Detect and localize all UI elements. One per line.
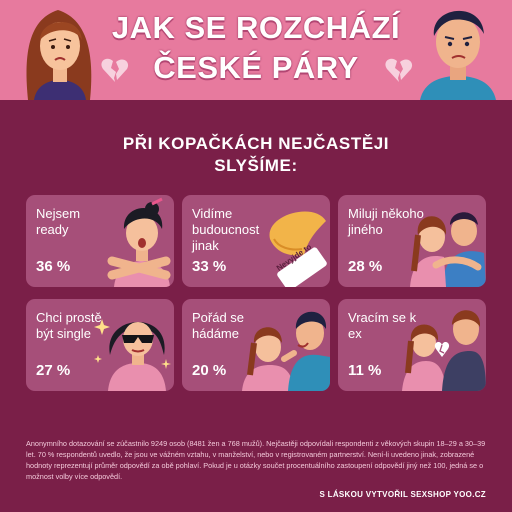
broken-heart-icon xyxy=(385,58,413,82)
arguing-couple-illustration xyxy=(242,311,330,391)
couple-back-to-ex-illustration xyxy=(402,310,486,391)
reason-percent: 27 % xyxy=(36,362,71,379)
reason-label: Miluji někoho jiného xyxy=(348,206,424,237)
reason-percent: 36 % xyxy=(36,258,71,275)
reason-label: Nejsem ready xyxy=(36,206,81,237)
heading-line-2: SLYŠÍME: xyxy=(214,156,298,175)
methodology-footnote: Anonymního dotazování se zúčastnilo 9249… xyxy=(26,439,486,481)
reason-card-love-someone-else: Miluji někoho jiného 28 % xyxy=(338,195,486,287)
reason-card-want-single: Chci prostě být single 27 % xyxy=(26,299,174,391)
section-heading: PŘI KOPAČKÁCH NEJČASTĚJI SLYŠÍME: xyxy=(60,133,452,177)
heading-line-1: PŘI KOPAČKÁCH NEJČASTĚJI xyxy=(122,134,390,153)
reason-label: Chci prostě být single xyxy=(36,310,102,341)
sad-man-illustration xyxy=(420,10,496,100)
broken-heart-icon xyxy=(101,58,129,82)
reason-percent: 28 % xyxy=(348,258,383,275)
title-line-1: JAK SE ROZCHÁZÍ xyxy=(111,10,401,45)
reason-card-keep-arguing: Pořád se hádáme 20 % xyxy=(182,299,330,391)
reason-card-not-ready: Nejsem ready 36 % xyxy=(26,195,174,287)
reason-percent: 20 % xyxy=(192,362,227,379)
woman-crossed-arms-illustration xyxy=(107,197,171,287)
page-title: JAK SE ROZCHÁZÍ ČESKÉ PÁRY xyxy=(100,8,412,88)
couple-hugging-illustration xyxy=(410,212,486,287)
reason-label: Vidíme budoucnost jinak xyxy=(192,206,260,253)
reason-label: Vracím se k ex xyxy=(348,310,417,341)
reason-percent: 11 % xyxy=(348,362,382,379)
reason-label: Pořád se hádáme xyxy=(192,310,245,341)
credit-line: S LÁSKOU VYTVOŘIL SEXSHOP YOO.CZ xyxy=(319,490,486,499)
title-line-2: ČESKÉ PÁRY xyxy=(153,50,359,85)
header-banner: JAK SE ROZCHÁZÍ ČESKÉ PÁRY xyxy=(0,0,512,100)
reason-card-different-future: Nevyjde to Vidíme budoucnost jinak 33 % xyxy=(182,195,330,287)
fortune-cookie-illustration xyxy=(269,211,327,287)
sad-woman-illustration xyxy=(26,10,92,100)
woman-sunglasses-illustration xyxy=(94,319,171,391)
reason-percent: 33 % xyxy=(192,258,227,275)
reason-card-back-to-ex: Vracím se k ex 11 % xyxy=(338,299,486,391)
